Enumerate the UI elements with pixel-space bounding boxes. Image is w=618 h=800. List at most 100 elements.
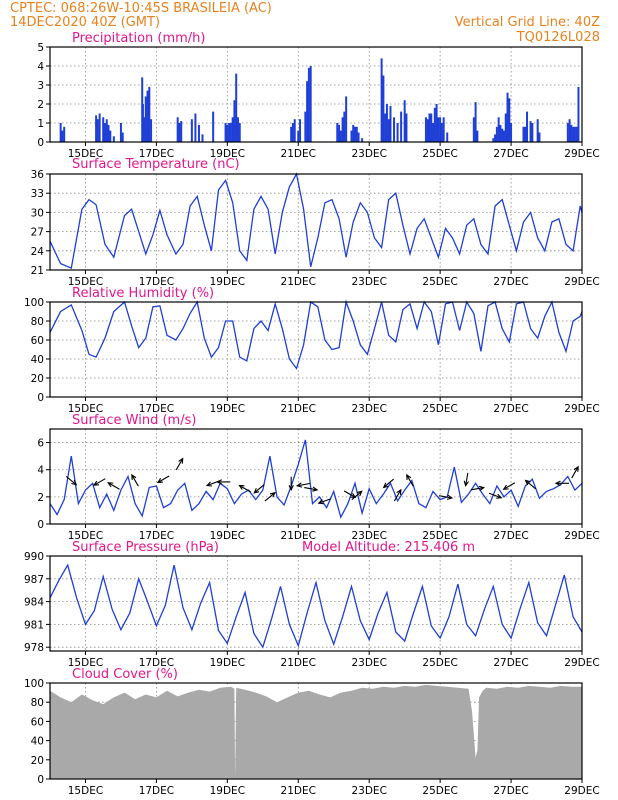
x-tick-label: 21DEC [281,403,316,415]
precip-bar [291,123,294,142]
x-tick-label: 27DEC [493,530,528,542]
precip-bar [336,123,339,142]
panel-frame [49,682,583,780]
precip-bar [405,113,408,142]
precip-bar [95,115,98,142]
x-tick-label: 19DEC [210,148,245,160]
x-tick-label: 17DEC [139,276,174,288]
precip-title: Precipitation (mm/h) [72,31,205,46]
y-tick-label: 20 [31,373,44,385]
x-tick-label: 15DEC [68,530,103,542]
wind-arrow [216,479,231,485]
precip-bar [389,105,392,142]
precip-bar [144,96,147,142]
y-tick-label: 990 [24,551,44,563]
x-tick-label: 29DEC [564,276,599,288]
precip-bar [352,124,355,142]
precip-bar [109,130,112,142]
precip-bar [63,126,66,142]
precip-bar [98,113,101,142]
precip-bar [393,117,396,142]
y-tick-label: 0 [37,519,44,531]
y-tick-label: 978 [24,642,44,654]
y-tick-label: 100 [24,678,44,690]
precip-bar [570,124,573,142]
header-grid-line: Vertical Grid Line: 40Z [455,15,600,30]
precipitation-panel: 0 1 2 3 4 5 15DEC 17DEC 19DEC 21DEC 23DEC 25DEC 27DE… [37,42,599,160]
temperature-panel: 21 24 27 30 33 36 15DEC 17DEC 19DEC 21DEC 23DEC 25D… [31,169,600,288]
y-tick-label: 984 [24,597,44,609]
x-tick-label: 25DEC [422,785,457,797]
precip-bar [572,126,575,142]
precip-bar [354,126,357,142]
precip-bar [439,117,442,142]
wind-arrow [264,491,276,502]
precip-bar [141,104,144,142]
x-tick-label: 19DEC [210,785,245,797]
x-tick-label: 29DEC [564,530,599,542]
panel-frame [49,173,583,271]
precip-bar [497,117,500,142]
x-tick-label: 29DEC [564,148,599,160]
header-date: 14DEC2020 40Z (GMT) [10,15,160,30]
x-tick-label: 23DEC [351,657,386,669]
x-tick-label: 25DEC [422,530,457,542]
precip-bar [499,124,502,142]
panel-frame [49,46,583,143]
precip-bar [103,123,106,142]
wind-arrow [470,485,486,491]
precip-bar [428,113,431,142]
y-tick-label: 0 [37,392,44,404]
x-tick-label: 19DEC [210,530,245,542]
x-tick-label: 23DEC [351,530,386,542]
precip-bar [338,124,341,142]
precip-bar [526,111,529,142]
x-tick-label: 29DEC [564,785,599,797]
precip-bar [119,123,122,142]
pressure-title: Surface Pressure (hPa) [72,540,219,555]
precip-bar [495,126,498,142]
precip-bar [197,124,200,142]
x-tick-label: 25DEC [422,657,457,669]
wind-arrow [238,484,251,493]
precip-bar [235,73,238,142]
x-tick-label: 19DEC [210,276,245,288]
x-tick-label: 15DEC [68,785,103,797]
precip-bar [228,123,231,142]
precip-bar [309,66,312,142]
y-tick-label: 100 [24,297,44,309]
x-tick-label: 21DEC [281,785,316,797]
temperature-title: Surface Temperature (nC) [72,157,240,172]
humidity-panel: 0 20 40 60 80 100 15DEC 17DEC 19DEC 21DEC 23DEC 25D… [24,297,600,415]
precip-bar [59,123,62,142]
y-tick-label: 27 [31,227,44,239]
wind-arrow [382,478,395,489]
wind-arrow [343,490,357,499]
precip-bar [290,126,293,142]
y-tick-label: 40 [31,354,44,366]
x-tick-label: 23DEC [351,148,386,160]
precip-bar [476,130,479,142]
y-tick-label: 0 [37,137,44,149]
wind-panel: 0 2 4 6 15DEC 17DEC 19DEC 21DEC 23DEC 25DEC 27DEC 2… [37,428,600,542]
y-tick-label: 33 [31,188,44,200]
y-tick-label: 4 [37,465,44,477]
precip-bar [384,113,387,142]
precip-bar [504,113,507,142]
wind-arrow [92,478,106,486]
precip-bar [231,117,234,142]
wind-arrow [295,482,311,488]
precip-bar [229,123,232,142]
x-tick-label: 23DEC [351,276,386,288]
y-tick-label: 60 [31,716,44,728]
humidity-title: Relative Humidity (%) [72,286,214,301]
wind-arrow [502,482,516,490]
precip-bar [107,124,110,142]
precip-bar [293,119,296,142]
x-tick-label: 17DEC [139,148,174,160]
y-tick-label: 20 [31,755,44,767]
precip-bar [380,58,383,142]
precip-bar [299,119,302,142]
x-tick-label: 29DEC [564,403,599,415]
y-tick-label: 4 [37,61,44,73]
